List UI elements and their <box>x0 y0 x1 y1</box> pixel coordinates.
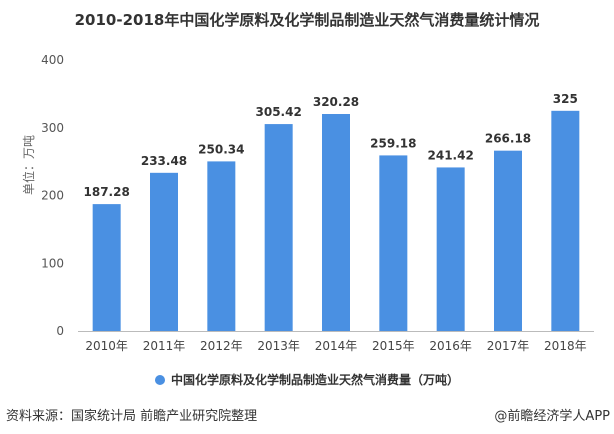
y-tick-label: 400 <box>41 53 64 67</box>
data-label: 325 <box>553 92 578 106</box>
x-tick-label: 2010年 <box>85 339 128 353</box>
y-tick-label: 100 <box>41 256 64 270</box>
data-label: 233.48 <box>141 154 187 168</box>
data-label: 259.18 <box>370 136 416 150</box>
data-label: 305.42 <box>256 105 302 119</box>
brand-label: @前瞻经济学人APP <box>494 409 610 424</box>
bar <box>207 161 236 331</box>
y-tick-label: 200 <box>41 189 64 203</box>
bar <box>379 155 408 331</box>
legend-label: 中国化学原料及化学制品制造业天然气消费量（万吨） <box>170 373 459 387</box>
legend: 中国化学原料及化学制品制造业天然气消费量（万吨） <box>0 371 614 388</box>
x-tick-label: 2014年 <box>315 339 358 353</box>
x-tick-label: 2011年 <box>143 339 186 353</box>
y-tick-label: 300 <box>41 121 64 135</box>
x-tick-label: 2013年 <box>257 339 300 353</box>
bar <box>494 150 522 331</box>
x-tick-label: 2016年 <box>429 339 472 353</box>
bar <box>150 172 178 331</box>
source-note: 资料来源：国家统计局 前瞻产业研究院整理 <box>6 409 258 424</box>
x-tick-label: 2017年 <box>487 339 530 353</box>
legend-marker <box>154 375 165 385</box>
bar <box>551 110 580 331</box>
y-tick-label: 0 <box>56 324 64 338</box>
chart-title: 2010-2018年中国化学原料及化学制品制造业天然气消费量统计情况 <box>74 11 540 29</box>
x-tick-label: 2015年 <box>372 339 415 353</box>
bar <box>92 204 121 331</box>
bar <box>436 167 465 331</box>
data-label: 241.42 <box>428 148 474 162</box>
x-tick-label: 2012年 <box>200 339 243 353</box>
x-tick-label: 2018年 <box>544 339 587 353</box>
data-label: 250.34 <box>198 142 244 156</box>
data-label: 320.28 <box>313 95 359 109</box>
data-label: 187.28 <box>84 185 130 199</box>
data-label: 266.18 <box>485 132 531 146</box>
bar <box>322 114 350 331</box>
bar <box>264 124 293 332</box>
